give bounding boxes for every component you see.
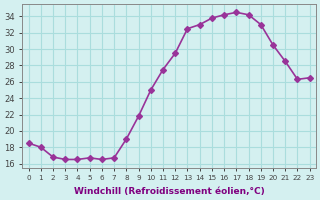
- X-axis label: Windchill (Refroidissement éolien,°C): Windchill (Refroidissement éolien,°C): [74, 187, 265, 196]
